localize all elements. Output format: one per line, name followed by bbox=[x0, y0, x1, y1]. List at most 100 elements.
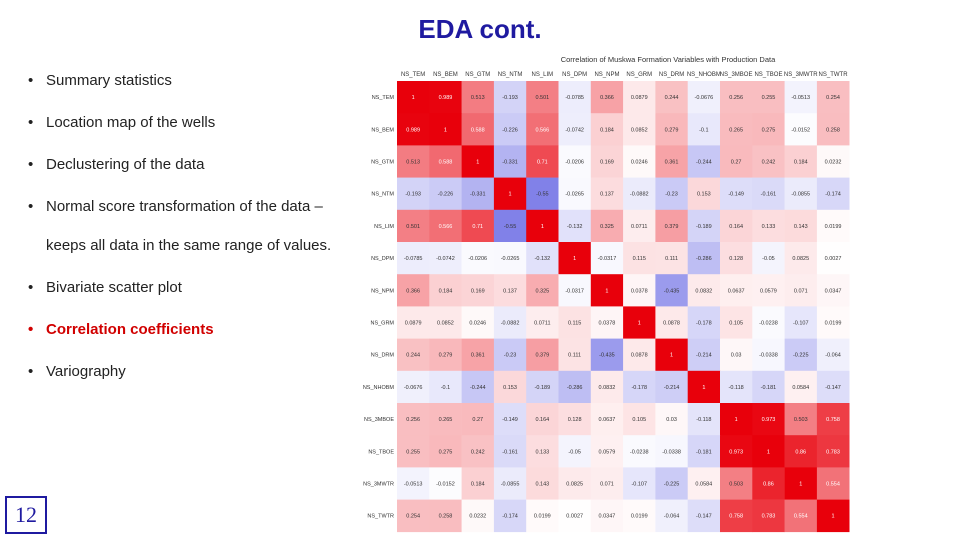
cell-value-label: 0.973 bbox=[729, 449, 743, 455]
heatmap-cell bbox=[687, 145, 721, 178]
heatmap-cell bbox=[784, 338, 818, 372]
heatmap-cell bbox=[816, 242, 850, 275]
heatmap-cell bbox=[655, 113, 688, 146]
heatmap-cell bbox=[590, 177, 624, 211]
heatmap-cell bbox=[655, 338, 688, 372]
cell-value-label: 1 bbox=[476, 160, 479, 166]
heatmap-cell bbox=[461, 403, 495, 436]
heatmap-cell bbox=[493, 274, 527, 307]
heatmap-cell bbox=[752, 403, 785, 436]
cell-value-label: -0.0785 bbox=[404, 256, 423, 262]
heatmap-cell bbox=[461, 370, 495, 404]
heatmap-cell bbox=[816, 306, 850, 339]
heatmap-cell bbox=[526, 81, 559, 114]
heatmap-cell bbox=[590, 81, 624, 114]
x-tick-label: NS_NHOBM bbox=[687, 72, 721, 78]
heatmap-cell bbox=[655, 467, 688, 500]
cell-value-label: 0.254 bbox=[406, 514, 420, 520]
y-tick-label: NS_TEM bbox=[372, 95, 395, 101]
cell-value-label: 0.169 bbox=[600, 160, 614, 166]
cell-value-label: -0.0338 bbox=[759, 353, 778, 359]
heatmap-cell bbox=[493, 435, 527, 468]
heatmap-cell bbox=[687, 113, 721, 146]
heatmap-cell bbox=[720, 177, 753, 211]
heatmap-cell bbox=[784, 403, 818, 436]
x-tick-label: NS_TBOE bbox=[754, 72, 782, 78]
cell-value-label: 0.184 bbox=[600, 127, 614, 133]
heatmap-cell bbox=[816, 370, 850, 404]
heatmap-cell bbox=[816, 81, 850, 114]
cell-value-label: -0.0742 bbox=[565, 127, 584, 133]
heatmap-cell bbox=[429, 145, 462, 178]
cell-value-label: 0.105 bbox=[632, 417, 646, 423]
cell-value-label: 0.325 bbox=[535, 288, 549, 294]
heatmap-cell bbox=[720, 403, 753, 436]
heatmap-cell bbox=[526, 145, 559, 178]
cell-value-label: 0.0199 bbox=[631, 514, 648, 520]
heatmap-cell bbox=[526, 177, 559, 211]
cell-value-label: -0.0882 bbox=[501, 321, 520, 327]
cell-value-label: -0.193 bbox=[502, 95, 518, 101]
cell-value-label: 0.783 bbox=[826, 449, 840, 455]
cell-value-label: 0.361 bbox=[665, 160, 679, 166]
heatmap-cell bbox=[623, 338, 656, 372]
cell-value-label: 1 bbox=[767, 449, 770, 455]
heatmap-cell bbox=[720, 435, 753, 468]
cell-value-label: -0.214 bbox=[664, 385, 680, 391]
cell-value-label: 0.758 bbox=[729, 514, 743, 520]
heatmap-cell bbox=[397, 242, 430, 275]
cell-value-label: 1 bbox=[670, 353, 673, 359]
heatmap-cell bbox=[558, 306, 592, 339]
cell-value-label: -0.178 bbox=[696, 321, 712, 327]
cell-value-label: 0.0879 bbox=[631, 95, 648, 101]
cell-value-label: 0.133 bbox=[762, 224, 776, 230]
cell-value-label: 0.71 bbox=[472, 224, 483, 230]
heatmap-cell bbox=[397, 113, 430, 146]
x-tick-label: NS_NTM bbox=[498, 72, 523, 78]
heatmap-cell bbox=[397, 403, 430, 436]
cell-value-label: 0.184 bbox=[439, 288, 453, 294]
heatmap-cell bbox=[493, 499, 527, 533]
heatmap-cell bbox=[526, 467, 559, 500]
heatmap-cell bbox=[558, 242, 592, 275]
heatmap-cell bbox=[397, 209, 430, 243]
cell-value-label: -0.107 bbox=[631, 482, 647, 488]
cell-value-label: 0.0027 bbox=[825, 256, 842, 262]
cell-value-label: 0.137 bbox=[600, 192, 614, 198]
cell-value-label: 0.254 bbox=[826, 95, 840, 101]
cell-value-label: 1 bbox=[638, 321, 641, 327]
heatmap-cell bbox=[720, 370, 753, 404]
cell-value-label: -0.214 bbox=[696, 353, 712, 359]
heatmap-cell bbox=[752, 145, 785, 178]
heatmap-cell bbox=[526, 338, 559, 372]
heatmap-cell bbox=[558, 145, 592, 178]
heatmap-cell bbox=[816, 177, 850, 211]
cell-value-label: 0.256 bbox=[406, 417, 420, 423]
heatmap-cell bbox=[590, 403, 624, 436]
cell-value-label: 0.184 bbox=[794, 160, 808, 166]
heatmap-cell bbox=[816, 338, 850, 372]
cell-value-label: -0.0317 bbox=[565, 288, 584, 294]
cell-value-label: 0.513 bbox=[406, 160, 420, 166]
heatmap-cell bbox=[720, 145, 753, 178]
x-tick-label: NS_DRM bbox=[659, 72, 684, 78]
heatmap-cell bbox=[397, 145, 430, 178]
cell-value-label: 0.973 bbox=[762, 417, 776, 423]
heatmap-cell bbox=[623, 113, 656, 146]
heatmap-cell bbox=[784, 370, 818, 404]
cell-value-label: 0.0879 bbox=[405, 321, 422, 327]
cell-value-label: 0.783 bbox=[762, 514, 776, 520]
cell-value-label: 0.0852 bbox=[437, 321, 454, 327]
heatmap-cell bbox=[687, 274, 721, 307]
heatmap-cell bbox=[784, 81, 818, 114]
heatmap-cell bbox=[461, 81, 495, 114]
cell-value-label: 0.0199 bbox=[534, 514, 551, 520]
heatmap-cell bbox=[558, 81, 592, 114]
heatmap-cell bbox=[558, 499, 592, 533]
cell-value-label: 0.143 bbox=[794, 224, 808, 230]
bullet-text: Normal score transformation of the data … bbox=[46, 198, 323, 215]
cell-value-label: 0.164 bbox=[535, 417, 549, 423]
heatmap-cell bbox=[623, 274, 656, 307]
heatmap-cell bbox=[687, 242, 721, 275]
cell-value-label: 0.0347 bbox=[825, 288, 842, 294]
